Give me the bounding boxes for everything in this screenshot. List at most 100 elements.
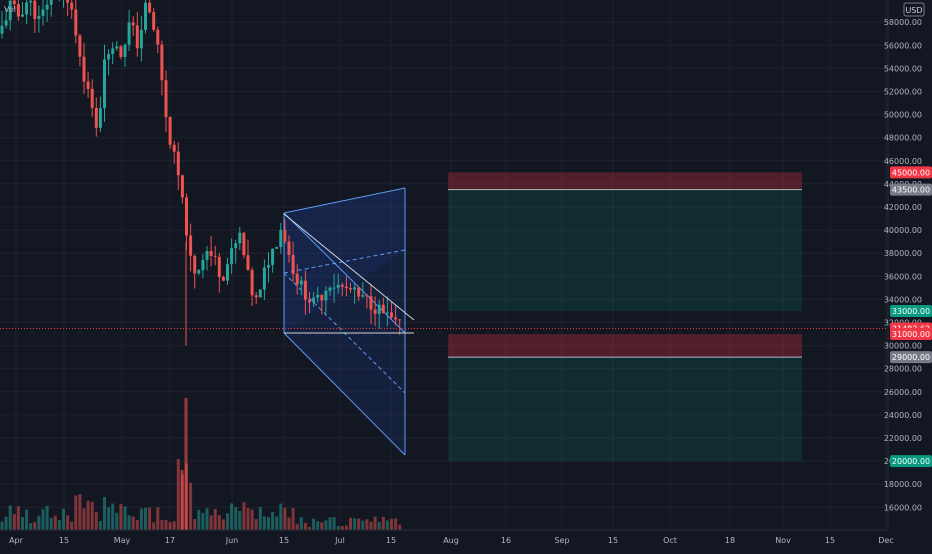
volume-bar: [168, 522, 172, 530]
candle-body: [115, 46, 119, 49]
candle-body: [21, 14, 24, 17]
short-position-2-target-zone[interactable]: [448, 357, 802, 462]
candle-body: [353, 287, 357, 290]
candle-body: [172, 144, 176, 152]
short-position-2-stop-zone[interactable]: [448, 334, 802, 358]
price-tick-label: 24000.00: [884, 411, 922, 420]
position-tools[interactable]: [448, 172, 802, 462]
volume-bar: [70, 521, 74, 530]
candle-body: [152, 12, 156, 30]
volume-bar: [205, 508, 209, 530]
candle-body: [217, 256, 221, 278]
time-tick-label: 15: [279, 536, 289, 545]
pitchfork-upper-line[interactable]: [283, 187, 406, 214]
volume-bar: [365, 519, 369, 530]
volume-bar: [271, 511, 275, 530]
price-label-box: [890, 455, 932, 468]
volume-bar: [49, 517, 53, 530]
volume-bar: [246, 507, 250, 530]
candle-body: [361, 295, 365, 297]
candle-body: [398, 319, 402, 321]
volume-bar: [33, 522, 37, 530]
candle-body: [226, 264, 229, 281]
candle-body: [377, 304, 381, 314]
candle-body: [135, 25, 139, 49]
time-tick-label: Aug: [443, 536, 459, 545]
candle-body: [45, 4, 49, 10]
currency-badge[interactable]: [903, 2, 925, 17]
volume-bar: [377, 521, 381, 530]
candle-body: [0, 25, 4, 34]
pitchfork-lower-line[interactable]: [283, 332, 406, 456]
candle-body: [357, 287, 361, 297]
volume-bar: [115, 512, 119, 530]
candle-body: [94, 107, 98, 128]
candle-body: [365, 295, 369, 297]
volume-bar: [148, 507, 152, 530]
volume-bar: [176, 459, 180, 530]
candle-body: [267, 264, 270, 268]
volume-bar: [238, 510, 242, 530]
volume-bar: [66, 515, 70, 530]
candle-body: [197, 270, 201, 274]
volume-bar: [119, 504, 123, 530]
time-axis[interactable]: [0, 530, 932, 550]
volume-bar: [25, 509, 29, 530]
volume-bar: [12, 514, 16, 530]
candle-body: [107, 53, 111, 60]
volume-bar: [299, 517, 303, 530]
price-label-text: 33000.00: [892, 307, 930, 316]
time-tick-label: Jul: [334, 536, 345, 545]
short-position-1-stop-zone[interactable]: [448, 172, 802, 190]
volume-bar: [74, 495, 78, 530]
candle-body: [209, 250, 213, 256]
time-tick-label: 15: [825, 536, 835, 545]
volume-bar: [254, 518, 258, 530]
time-tick-label: 18: [725, 536, 735, 545]
price-labels: 45000.0043500.0033000.0031483.6231000.00…: [890, 166, 932, 468]
volume-bar: [201, 512, 205, 530]
candle-body: [193, 255, 197, 274]
volume-indicator-label: Vol: [4, 5, 16, 14]
volume-bar: [4, 516, 8, 530]
price-tick-label: 40000.00: [884, 226, 922, 235]
volume-bar: [369, 521, 373, 530]
triangle-upper-trendline[interactable]: [283, 213, 415, 321]
price-tick-label: 50000.00: [884, 111, 922, 120]
price-tick-label: 42000.00: [884, 203, 922, 212]
candle-body: [303, 280, 307, 300]
candle-body: [144, 2, 147, 30]
candle-body: [4, 20, 8, 26]
triangle-pattern[interactable]: [283, 213, 415, 334]
candle-body: [185, 197, 188, 236]
short-position-1-target-zone[interactable]: [448, 189, 802, 311]
candle-body: [139, 29, 143, 49]
price-tick-label: 16000.00: [884, 503, 922, 512]
volume-bar: [21, 517, 24, 530]
volume-bar: [287, 517, 291, 530]
price-tick-label: 54000.00: [884, 64, 922, 73]
volume-bar: [78, 494, 82, 530]
volume-bar: [82, 508, 86, 530]
volume-bar: [184, 398, 188, 530]
price-tick-label: 52000.00: [884, 88, 922, 97]
volume-bar: [139, 508, 143, 530]
volume-bar: [37, 515, 41, 530]
pitchfork-inner-line[interactable]: [283, 212, 406, 334]
candle-body: [390, 312, 393, 318]
pitchfork-upper-zone[interactable]: [284, 188, 405, 333]
candle-body: [340, 284, 344, 287]
volume-bar: [193, 519, 197, 530]
volume-bar: [131, 516, 135, 530]
volume-bar: [98, 521, 102, 530]
price-label-text: 29000.00: [892, 353, 930, 362]
volume-bar: [353, 518, 357, 530]
candle-body: [8, 0, 12, 21]
price-label-box: [890, 166, 932, 179]
candle-body: [287, 241, 291, 255]
time-tick-label: 16: [501, 536, 511, 545]
price-tick-label: 28000.00: [884, 365, 922, 374]
volume-bar: [250, 509, 254, 530]
volume-bar: [8, 505, 12, 530]
